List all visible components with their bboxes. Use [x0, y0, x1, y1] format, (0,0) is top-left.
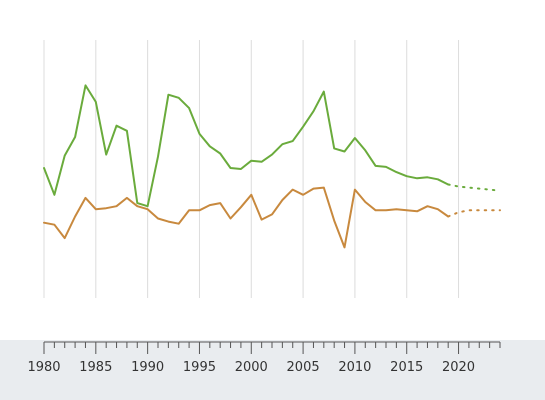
x-axis-ticks: 1980 1985 1990 1995 2000 2005 2010 2015 2020 — [27, 341, 501, 375]
grid-lines — [43, 40, 460, 298]
x-tick-label-2000: 2000 — [235, 360, 268, 375]
x-tick-label-2015: 2015 — [390, 360, 423, 375]
x-tick-label-1985: 1985 — [79, 360, 112, 375]
x-tick-label-1995: 1995 — [183, 360, 216, 375]
x-tick-label-2020: 2020 — [442, 360, 475, 375]
series-1-projection-line — [447, 183, 501, 192]
x-tick-label-1990: 1990 — [131, 360, 164, 375]
x-tick-label-1980: 1980 — [27, 360, 60, 375]
x-axis-band — [0, 340, 545, 400]
series-2-line — [43, 186, 450, 249]
x-tick-label-2005: 2005 — [287, 360, 320, 375]
series-lines — [43, 84, 501, 249]
series-0-line — [43, 84, 450, 208]
x-tick-label-2010: 2010 — [338, 360, 371, 375]
series-3-projection-line — [447, 209, 501, 218]
